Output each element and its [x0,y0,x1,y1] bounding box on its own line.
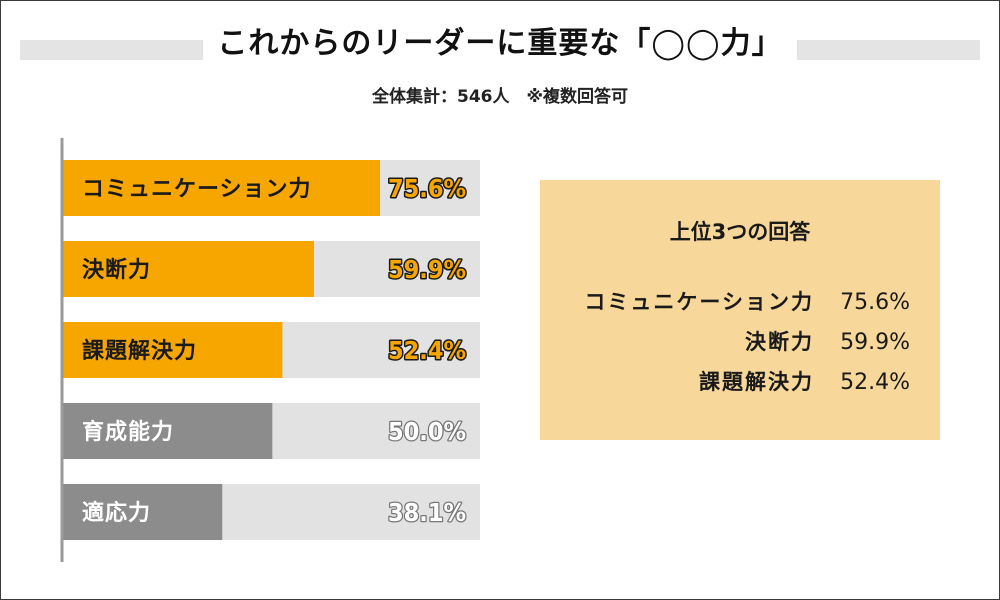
data-label: 59.9% [388,255,466,284]
bar [62,484,223,540]
category-label: 適応力 [82,500,151,526]
bar [62,322,283,378]
category-label: 決断力 [82,257,151,283]
category-label: コミュニケーション力 [82,177,312,202]
data-label: 75.6% [388,174,466,203]
bar [62,241,314,297]
chart-title-text: これからのリーダーに重要な「◯◯力」 [203,26,797,61]
summary-row: 課題解決力 52.4% [584,366,910,406]
summary-row-name: コミュニケーション力 [584,290,814,314]
summary-row-value: 75.6% [840,290,910,315]
category-label: 育成能力 [82,419,174,445]
data-label: 38.1% [388,498,466,527]
bar [62,160,380,216]
data-label: 52.4% [388,336,466,365]
summary-row: コミュニケーション力 75.6% [584,286,910,326]
summary-row-name: 決断力 [745,330,814,354]
summary-list: コミュニケーション力 75.6% 決断力 59.9% 課題解決力 52.4% [584,286,910,406]
chart-title: これからのリーダーに重要な「◯◯力」 [0,18,1000,62]
summary-box: 上位3つの回答 コミュニケーション力 75.6% 決断力 59.9% 課題解決力… [540,180,940,440]
bar [62,403,273,459]
category-label: 課題解決力 [82,338,197,364]
chart-subtitle: 全体集計：546人 ※複数回答可 [371,87,628,107]
summary-row: 決断力 59.9% [584,326,910,366]
summary-row-value: 59.9% [840,330,910,355]
summary-row-name: 課題解決力 [699,370,814,394]
summary-title: 上位3つの回答 [669,220,811,244]
summary-row-value: 52.4% [840,370,910,395]
data-label: 50.0% [388,417,466,446]
